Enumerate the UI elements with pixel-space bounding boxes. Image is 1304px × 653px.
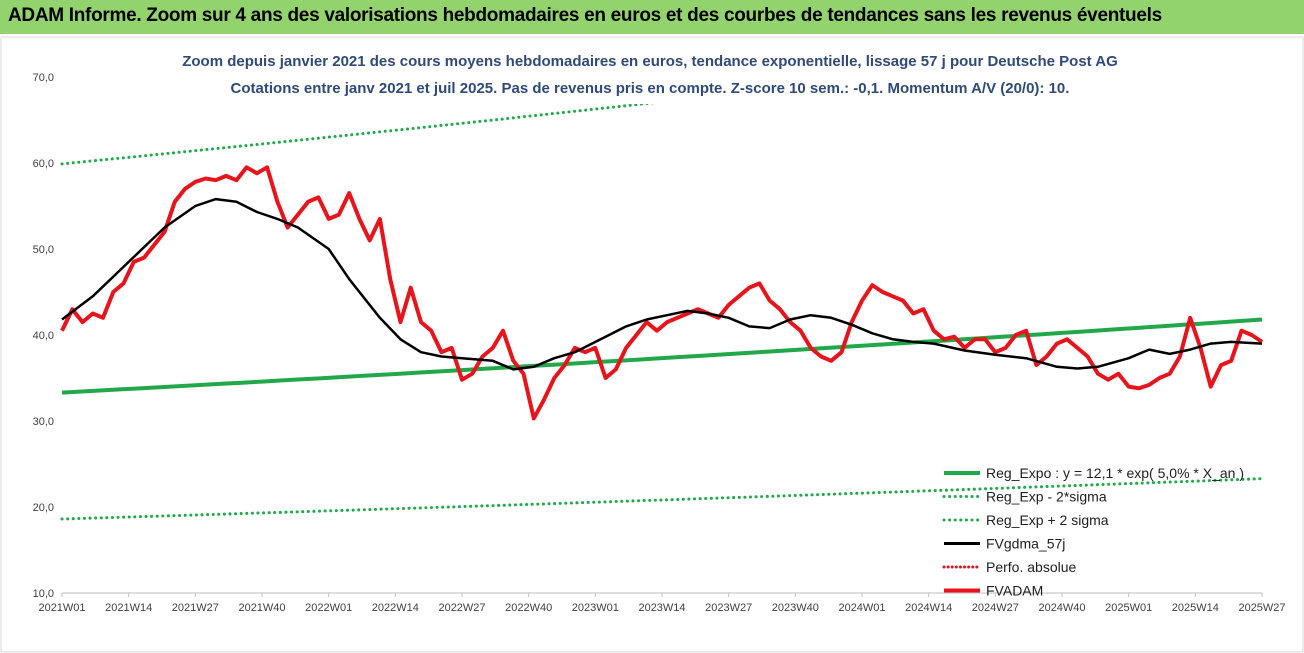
chart-border — [1, 37, 1303, 652]
x-tick-label: 2023W27 — [705, 602, 752, 614]
x-tick-label: 2022W27 — [438, 602, 485, 614]
x-tick-label: 2023W40 — [772, 602, 819, 614]
x-tick-label: 2024W01 — [838, 602, 885, 614]
x-tick-label: 2022W01 — [305, 602, 352, 614]
x-tick-label: 2021W40 — [238, 602, 285, 614]
y-tick-label: 40,0 — [33, 330, 54, 342]
chart-subtitle-line1: Zoom depuis janvier 2021 des cours moyen… — [182, 53, 1118, 70]
x-tick-label: 2025W14 — [1172, 602, 1219, 614]
x-tick-label: 2025W01 — [1105, 602, 1152, 614]
legend-label: FVADAM — [986, 583, 1043, 599]
y-tick-label: 30,0 — [33, 416, 54, 428]
x-tick-label: 2023W01 — [572, 602, 619, 614]
y-tick-label: 10,0 — [33, 588, 54, 600]
x-tick-label: 2024W14 — [905, 602, 952, 614]
price-chart: 10,0 20,0 30,0 40,0 50,0 60,0 70,0 2021W01 2021… — [0, 36, 1304, 653]
y-tick-label: 60,0 — [33, 158, 54, 170]
x-tick-label: 2024W40 — [1038, 602, 1085, 614]
x-tick-label: 2025W27 — [1238, 602, 1285, 614]
y-tick-label: 20,0 — [33, 502, 54, 514]
chart-subtitle-line2: Cotations entre janv 2021 et juil 2025. … — [231, 80, 1070, 97]
y-tick-label: 50,0 — [33, 244, 54, 256]
chart-frame: 10,0 20,0 30,0 40,0 50,0 60,0 70,0 2021W01 2021… — [0, 36, 1304, 653]
legend-label: Perfo. absolue — [986, 559, 1076, 575]
x-tick-label: 2021W27 — [172, 602, 219, 614]
legend-label: Reg_Exp + 2 sigma — [986, 512, 1109, 528]
x-tick-label: 2021W14 — [105, 602, 152, 614]
legend-label: Reg_Exp - 2*sigma — [986, 489, 1107, 505]
x-tick-label: 2022W14 — [372, 602, 419, 614]
x-tick-label: 2022W40 — [505, 602, 552, 614]
report-title: ADAM Informe. Zoom sur 4 ans des valoris… — [8, 5, 1162, 27]
y-tick-label: 70,0 — [33, 72, 54, 84]
legend-label: FVgdma_57j — [986, 536, 1065, 552]
x-tick-label: 2023W14 — [638, 602, 685, 614]
legend-label: Reg_Expo : y = 12,1 * exp( 5,0% * X_an ) — [986, 465, 1244, 481]
x-tick-label: 2021W01 — [38, 602, 85, 614]
report-banner: ADAM Informe. Zoom sur 4 ans des valoris… — [0, 0, 1304, 36]
x-tick-label: 2024W27 — [972, 602, 1019, 614]
